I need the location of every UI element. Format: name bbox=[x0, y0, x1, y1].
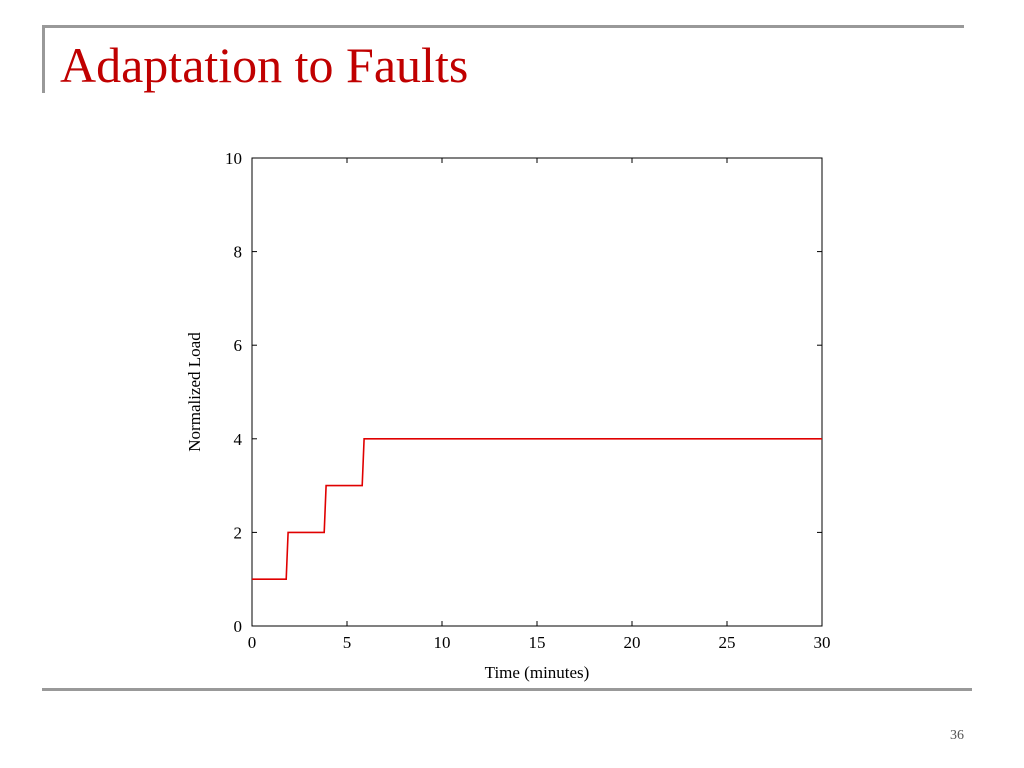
x-axis-label: Time (minutes) bbox=[485, 663, 590, 682]
y-tick-label: 0 bbox=[234, 617, 243, 636]
y-axis-label: Normalized Load bbox=[185, 332, 204, 452]
x-tick-label: 0 bbox=[248, 633, 257, 652]
y-tick-label: 8 bbox=[234, 243, 243, 262]
title-frame-top-rule bbox=[42, 25, 964, 28]
x-tick-label: 5 bbox=[343, 633, 352, 652]
load-chart: 0 5 10 15 20 25 30 0 2 4 6 8 10 Time (minutes) Normali… bbox=[185, 149, 831, 682]
x-tick-label: 10 bbox=[434, 633, 451, 652]
page-number: 36 bbox=[950, 728, 964, 743]
title-frame-left-rule bbox=[42, 25, 45, 93]
series-line-normalized-load bbox=[252, 437, 822, 581]
y-tick-label: 6 bbox=[234, 336, 243, 355]
x-tick-label: 20 bbox=[624, 633, 641, 652]
y-tick-label: 2 bbox=[234, 523, 243, 542]
slide-title: Adaptation to Faults bbox=[60, 37, 469, 93]
x-tick-label: 15 bbox=[529, 633, 546, 652]
y-tick-label: 10 bbox=[225, 149, 242, 168]
footer-rule bbox=[42, 688, 972, 691]
x-tick-label: 30 bbox=[814, 633, 831, 652]
x-tick-label: 25 bbox=[719, 633, 736, 652]
y-tick-label: 4 bbox=[234, 430, 243, 449]
plot-frame bbox=[251, 157, 823, 627]
